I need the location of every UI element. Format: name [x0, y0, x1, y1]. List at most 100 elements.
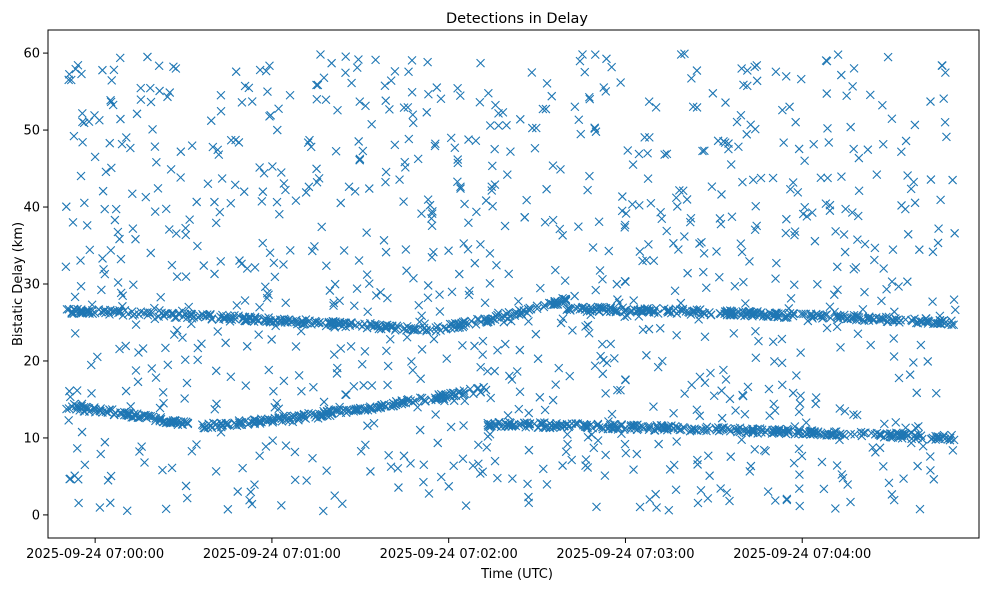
- data-point: [588, 243, 598, 252]
- data-point: [360, 440, 370, 450]
- data-point: [678, 186, 688, 196]
- data-point: [870, 243, 880, 253]
- data-point: [76, 256, 85, 265]
- data-point: [777, 358, 787, 368]
- data-point: [664, 421, 673, 431]
- data-point: [288, 417, 298, 427]
- data-point: [889, 307, 899, 317]
- data-point: [169, 330, 179, 340]
- data-point: [864, 313, 874, 323]
- data-point: [393, 464, 403, 473]
- data-point: [878, 314, 888, 324]
- data-point: [849, 63, 859, 73]
- data-point: [490, 144, 500, 154]
- data-point: [574, 115, 584, 125]
- data-point: [931, 431, 941, 441]
- data-point: [414, 300, 424, 310]
- data-point: [573, 419, 583, 428]
- data-point: [77, 399, 87, 409]
- data-point: [464, 135, 473, 144]
- data-point: [842, 91, 852, 101]
- data-point: [644, 239, 653, 249]
- data-point: [221, 338, 231, 348]
- data-point: [721, 375, 731, 384]
- data-point: [96, 307, 106, 317]
- data-point: [790, 227, 800, 237]
- data-point: [70, 292, 80, 302]
- data-point: [908, 358, 918, 367]
- data-point: [115, 53, 125, 63]
- data-point: [404, 67, 413, 77]
- data-point: [415, 425, 425, 435]
- data-point: [733, 424, 743, 434]
- data-point: [896, 147, 906, 157]
- data-point: [654, 439, 664, 449]
- data-point: [742, 129, 752, 139]
- data-point: [232, 301, 242, 310]
- data-point: [606, 339, 616, 349]
- data-point: [390, 325, 400, 335]
- data-point: [877, 296, 886, 306]
- data-point: [770, 496, 780, 505]
- data-point: [61, 202, 71, 212]
- data-point: [94, 115, 104, 125]
- data-point: [917, 434, 927, 444]
- data-point: [402, 332, 412, 342]
- data-point: [604, 417, 613, 426]
- data-point: [161, 343, 170, 353]
- data-point: [199, 261, 209, 270]
- data-point: [90, 152, 100, 162]
- data-point: [836, 70, 846, 80]
- data-point: [902, 277, 912, 287]
- data-point: [470, 341, 479, 351]
- data-point: [321, 261, 331, 271]
- data-point: [143, 310, 153, 320]
- data-point: [322, 466, 332, 476]
- data-point: [404, 134, 414, 144]
- data-point: [613, 423, 623, 433]
- data-point: [133, 377, 143, 387]
- data-point: [250, 415, 260, 425]
- data-point: [781, 214, 791, 224]
- data-point: [385, 334, 395, 344]
- data-point: [740, 409, 750, 419]
- data-point: [750, 124, 760, 134]
- data-point: [120, 306, 130, 315]
- data-point: [716, 484, 726, 493]
- data-point: [785, 102, 794, 112]
- data-point: [887, 277, 897, 287]
- data-point: [275, 412, 284, 422]
- data-point: [737, 247, 747, 257]
- data-point: [833, 285, 842, 295]
- data-point: [216, 427, 226, 437]
- data-point: [678, 304, 688, 314]
- data-point: [949, 435, 959, 445]
- data-point: [413, 325, 422, 335]
- data-point: [285, 246, 295, 255]
- data-point: [301, 188, 311, 197]
- data-point: [877, 100, 887, 110]
- data-point: [92, 352, 102, 362]
- data-point: [213, 145, 223, 155]
- data-point: [483, 418, 493, 428]
- data-point: [113, 278, 123, 287]
- data-point: [850, 429, 860, 439]
- data-point: [246, 487, 256, 497]
- data-point: [305, 135, 314, 145]
- data-point: [731, 309, 741, 318]
- data-point: [453, 83, 462, 93]
- data-point: [940, 117, 950, 127]
- data-point: [264, 365, 274, 375]
- data-point: [598, 355, 608, 365]
- data-point: [494, 417, 504, 427]
- data-point: [483, 88, 493, 98]
- data-point: [507, 375, 517, 384]
- data-point: [237, 97, 247, 107]
- data-point: [490, 456, 500, 466]
- data-point: [439, 323, 448, 332]
- data-point: [538, 104, 548, 114]
- y-axis-label: Bistatic Delay (km): [11, 222, 26, 346]
- data-point: [473, 440, 483, 450]
- data-point: [598, 274, 607, 284]
- data-point: [796, 309, 806, 319]
